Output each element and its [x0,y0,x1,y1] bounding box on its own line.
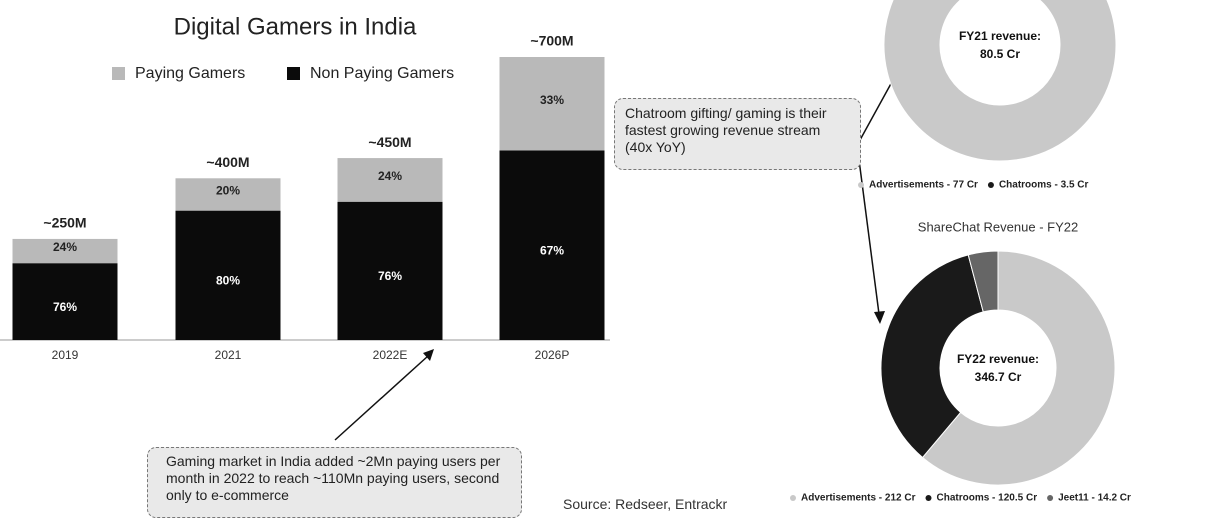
legend-swatch [858,182,864,188]
legend-swatch [287,67,300,80]
legend-label: Jeet11 - 14.2 Cr [1058,493,1131,504]
legend-label: Advertisements - 77 Cr [869,180,978,191]
x-tick-label: 2021 [215,348,242,362]
data-label: 80% [216,273,240,287]
total-label: ~450M [368,134,411,150]
data-label: 76% [53,300,77,314]
data-label: 76% [378,269,402,283]
legend-label: Chatrooms - 3.5 Cr [999,180,1089,191]
donut-slice [967,250,999,313]
center-label: FY21 revenue: [959,29,1041,43]
data-label: 67% [540,243,564,257]
data-label: 24% [378,169,402,183]
x-tick-label: 2022E [373,348,408,362]
center-label: 80.5 Cr [980,47,1020,61]
x-tick-label: 2026P [535,348,570,362]
legend-label: Advertisements - 212 Cr [801,493,916,504]
legend-swatch [1047,495,1054,501]
bar-segment [499,57,605,151]
arrow-head [874,311,885,324]
data-label: 33% [540,93,564,107]
bar-segment [12,263,118,340]
legend-label: Non Paying Gamers [310,65,454,82]
data-label: 20% [216,184,240,198]
bar-segment [175,178,281,211]
bar-segment [337,201,443,340]
arrow [334,355,429,441]
legend-swatch [790,495,796,501]
arrow [857,151,880,315]
legend-swatch [987,182,994,188]
total-label: ~700M [530,33,573,49]
donut-slice [880,254,984,459]
bar-segment [12,238,118,264]
arrow-head [423,349,434,361]
chart-title: Digital Gamers in India [174,13,417,40]
legend-label: Chatrooms - 120.5 Cr [937,493,1038,504]
bar-segment [499,150,605,340]
bar-segment [175,210,281,340]
legend-label: Paying Gamers [135,65,245,82]
legend-swatch [925,495,932,501]
total-label: ~250M [43,215,86,231]
total-label: ~400M [206,154,249,170]
center-label: 346.7 Cr [975,370,1022,384]
callout: Gaming market in India added ~2Mn paying… [147,447,522,518]
donut-title: ShareChat Revenue - FY22 [918,219,1078,234]
center-label: FY22 revenue: [957,352,1039,366]
data-label: 24% [53,240,77,254]
bar-segment [337,158,443,202]
donut-slice [883,0,1117,162]
x-tick-label: 2019 [52,348,79,362]
source: Source: Redseer, Entrackr [563,496,728,512]
donut-slice [921,250,1116,486]
callout: Chatroom gifting/ gaming is their fastes… [614,98,861,170]
legend-swatch [112,67,125,80]
